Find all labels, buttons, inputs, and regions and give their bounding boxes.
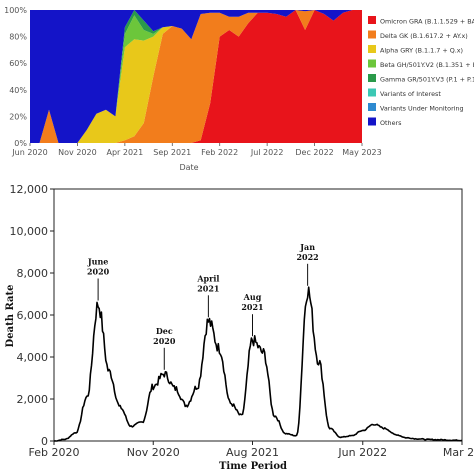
variant-share-y-axis: 0% 20% 40% 60% 80% 100% bbox=[4, 6, 27, 148]
legend-swatch bbox=[368, 30, 376, 39]
area-series-7 bbox=[30, 10, 362, 143]
peak-annotation-month: Dec bbox=[156, 326, 173, 336]
y-tick-label: 0 bbox=[41, 435, 48, 448]
y-tick-label: 40% bbox=[9, 86, 27, 95]
x-tick-label: Jun 2020 bbox=[11, 148, 47, 157]
variant-share-x-axis-label: Date bbox=[179, 163, 198, 172]
legend-swatch bbox=[368, 117, 376, 126]
legend-label: Gamma GR/501Y.V3 (P.1 + P.1... bbox=[380, 76, 474, 84]
x-tick-label: Feb 2022 bbox=[201, 148, 238, 157]
death-rate-line-area bbox=[53, 286, 463, 442]
x-tick-label: Feb 2020 bbox=[29, 446, 80, 459]
legend-swatch bbox=[368, 74, 376, 82]
death-rate-axes: 0 2,000 4,000 6,000 8,000 10,000 12,000 Feb 202… bbox=[10, 183, 474, 459]
y-tick-label: 12,000 bbox=[10, 183, 49, 196]
y-tick-label: 10,000 bbox=[10, 225, 49, 238]
legend-label: Omicron GRA (B.1.1.529 + BA... bbox=[380, 18, 474, 26]
death-rate-y-axis-label: Death Rate bbox=[5, 285, 16, 348]
legend-label: Delta GK (B.1.617.2 + AY.x) bbox=[380, 32, 468, 40]
death-rate-chart: 0 2,000 4,000 6,000 8,000 10,000 12,000 Feb 202… bbox=[5, 183, 474, 472]
legend-swatch bbox=[368, 103, 376, 111]
y-tick-label: 6,000 bbox=[17, 309, 49, 322]
y-tick-label: 4,000 bbox=[17, 351, 49, 364]
legend-label: Variants Under Monitoring bbox=[380, 105, 464, 113]
legend-label: Others bbox=[380, 119, 402, 127]
peak-annotation-year: 2021 bbox=[241, 302, 263, 312]
variant-share-chart: 0% 20% 40% 60% 80% 100% Jun 2020 Nov 2020 Apr 2… bbox=[4, 6, 474, 172]
y-tick-label: 8,000 bbox=[17, 267, 49, 280]
variant-share-legend: Omicron GRA (B.1.1.529 + BA... Delta GK (… bbox=[368, 16, 474, 127]
y-tick-label: 80% bbox=[9, 33, 27, 42]
x-tick-label: Mar 20 bbox=[443, 446, 474, 459]
peak-annotation-year: 2020 bbox=[153, 336, 176, 346]
death-rate-x-axis-label: Time Period bbox=[219, 461, 287, 472]
x-tick-label: Jul 2022 bbox=[250, 148, 284, 157]
death-rate-series-line bbox=[53, 286, 463, 442]
peak-annotation-year: 2020 bbox=[87, 267, 110, 277]
area-series-0 bbox=[30, 10, 362, 143]
legend-label: Alpha GRY (B.1.1.7 + Q.x) bbox=[380, 47, 463, 55]
legend-swatch bbox=[368, 16, 376, 24]
peak-annotation-month: June bbox=[87, 257, 109, 267]
plot-frame bbox=[53, 188, 463, 442]
x-tick-label: Jun 2022 bbox=[337, 446, 387, 459]
peak-annotation-month: April bbox=[196, 273, 219, 283]
variant-share-x-axis: Jun 2020 Nov 2020 Apr 2021 Sep 2021 Feb 2022… bbox=[11, 143, 382, 157]
peak-annotation-year: 2022 bbox=[296, 252, 318, 262]
x-tick-label: May 2023 bbox=[342, 148, 381, 157]
y-tick-label: 100% bbox=[4, 6, 27, 15]
peak-annotation-year: 2021 bbox=[197, 283, 219, 293]
legend-swatch bbox=[368, 88, 376, 97]
y-tick-label: 0% bbox=[14, 139, 27, 148]
area-series-1 bbox=[30, 10, 362, 143]
legend-swatch bbox=[368, 45, 376, 53]
legend-swatch bbox=[368, 59, 376, 68]
y-tick-label: 60% bbox=[9, 59, 27, 68]
x-tick-label: Aug 2021 bbox=[226, 446, 279, 459]
peak-annotation-month: Jan bbox=[299, 242, 315, 252]
legend-label: Beta GH/501Y.V2 (B.1.351 + B... bbox=[380, 61, 474, 69]
x-tick-label: Nov 2020 bbox=[127, 446, 180, 459]
variant-share-plot-area bbox=[30, 10, 362, 143]
legend-label: Variants of Interest bbox=[380, 90, 441, 98]
x-tick-label: Sep 2021 bbox=[153, 148, 191, 157]
x-tick-label: Nov 2020 bbox=[58, 148, 97, 157]
x-tick-label: Apr 2021 bbox=[106, 148, 143, 157]
y-tick-label: 2,000 bbox=[17, 393, 49, 406]
peak-annotation-month: Aug bbox=[243, 292, 262, 302]
x-tick-label: Dec 2022 bbox=[295, 148, 333, 157]
y-tick-label: 20% bbox=[9, 112, 27, 121]
